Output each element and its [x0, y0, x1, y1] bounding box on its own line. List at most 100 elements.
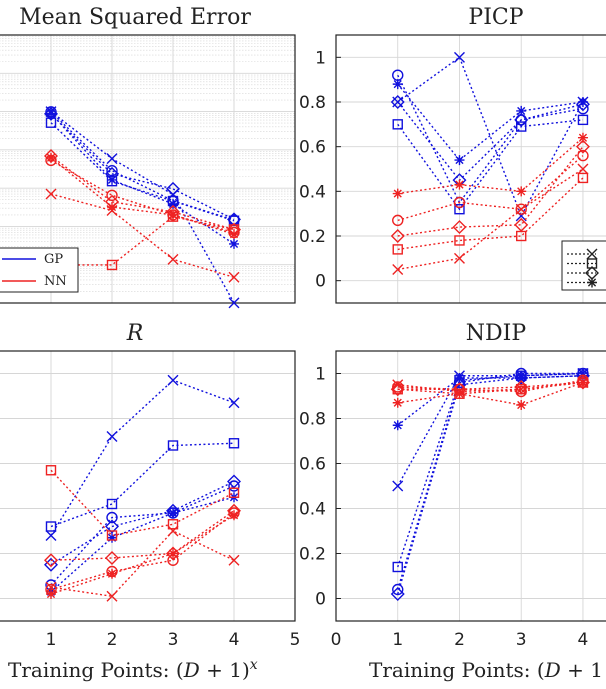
- data-point: [105, 551, 119, 565]
- title-mse: Mean Squared Error: [19, 5, 251, 30]
- axes-frame-picp: [335, 34, 606, 304]
- series-line: [50, 442, 235, 528]
- data-point: [229, 229, 239, 240]
- series-nn-circle: [45, 507, 240, 596]
- y-tick-label: 1: [315, 365, 326, 385]
- series-line: [397, 168, 584, 271]
- series-line: [397, 372, 583, 487]
- series-line: [50, 111, 235, 221]
- data-point: [454, 235, 465, 246]
- data-point: [514, 217, 529, 232]
- series-nn-diamond: [390, 375, 590, 397]
- data-point: [45, 188, 57, 200]
- x-tick-label-right: 1: [392, 630, 403, 650]
- data-point: [392, 244, 403, 255]
- x-tick-label-right: 2: [454, 630, 465, 650]
- data-point: [577, 97, 588, 107]
- data-point: [228, 438, 240, 449]
- data-point: [577, 132, 588, 143]
- series-line: [397, 372, 583, 590]
- axes-frame-ndip: [335, 350, 606, 622]
- series-line: [397, 137, 584, 195]
- data-point: [106, 153, 118, 165]
- x-axis-label-right: Training Points: (D + 1: [369, 658, 603, 682]
- series-line: [50, 485, 235, 586]
- series-nn-asterisk: [392, 377, 588, 410]
- series-line: [397, 379, 584, 393]
- y-tick-label: 0.2: [299, 545, 326, 565]
- series-line: [50, 469, 235, 537]
- axes-frame-r: [0, 350, 296, 622]
- series-line: [50, 496, 235, 593]
- data-point: [228, 271, 240, 283]
- data-point: [228, 487, 240, 498]
- series-gp-diamond: [390, 368, 590, 601]
- x-tick-label-right: 3: [516, 630, 527, 650]
- series-line: [50, 514, 235, 595]
- series-line: [397, 119, 584, 211]
- series-line: [397, 381, 584, 390]
- data-point: [575, 139, 590, 154]
- data-point: [515, 385, 527, 398]
- data-point: [453, 196, 466, 209]
- data-point: [167, 440, 179, 451]
- data-point: [227, 474, 241, 489]
- y-tick-label: 0.6: [299, 455, 326, 475]
- data-point: [454, 203, 465, 215]
- y-tick-label: 0: [315, 272, 326, 292]
- data-point: [168, 508, 178, 518]
- data-point: [45, 465, 57, 476]
- data-point: [577, 149, 589, 162]
- series-nn-circle: [392, 149, 589, 227]
- data-point: [106, 511, 118, 524]
- data-point: [44, 106, 58, 121]
- series-line: [397, 381, 584, 406]
- data-point: [390, 229, 405, 243]
- data-point: [46, 152, 56, 163]
- x-tick-label-left: 2: [107, 630, 118, 650]
- y-tick-label: 1: [315, 48, 326, 68]
- data-point: [454, 388, 465, 399]
- data-point: [166, 546, 180, 561]
- legend-marker-square: [586, 258, 598, 269]
- series-gp-square: [45, 117, 240, 226]
- y-tick-label: 0.4: [299, 182, 326, 202]
- series-line: [50, 530, 235, 597]
- series-nn-diamond: [44, 149, 241, 237]
- series-nn-diamond: [390, 139, 590, 243]
- series-line: [397, 56, 584, 218]
- series-gp-diamond: [44, 474, 241, 572]
- series-gp-diamond: [44, 106, 241, 227]
- series-line: [397, 375, 583, 595]
- data-point: [392, 188, 403, 199]
- data-point: [229, 238, 239, 249]
- x-tick-label-left: 1: [46, 630, 57, 650]
- series-line: [51, 215, 235, 266]
- data-point: [454, 179, 465, 190]
- series-nn-x: [392, 163, 589, 275]
- series-line: [397, 375, 583, 426]
- data-point: [577, 172, 589, 184]
- data-point: [514, 112, 529, 127]
- data-point: [392, 583, 404, 596]
- series-line: [50, 512, 235, 591]
- data-point: [228, 297, 240, 309]
- data-point: [392, 480, 404, 492]
- x-tick-label-right: 4: [578, 630, 589, 650]
- series-line: [50, 155, 235, 231]
- series-gp-diamond: [390, 95, 590, 188]
- series-gp-square: [392, 368, 589, 573]
- series-line: [397, 372, 583, 568]
- y-tick-label: 0.8: [299, 93, 326, 113]
- series-line: [397, 83, 584, 162]
- x-tick-label-left: 4: [229, 630, 240, 650]
- series-gp-asterisk: [392, 79, 588, 166]
- data-point: [452, 220, 467, 235]
- x-tick-label-right: 0: [331, 630, 342, 650]
- series-gp-circle: [392, 367, 589, 596]
- data-point: [106, 498, 118, 510]
- y-tick-label: 0: [315, 590, 326, 610]
- data-point: [454, 373, 465, 383]
- series-nn-asterisk: [46, 510, 239, 599]
- series-gp-square: [45, 438, 240, 532]
